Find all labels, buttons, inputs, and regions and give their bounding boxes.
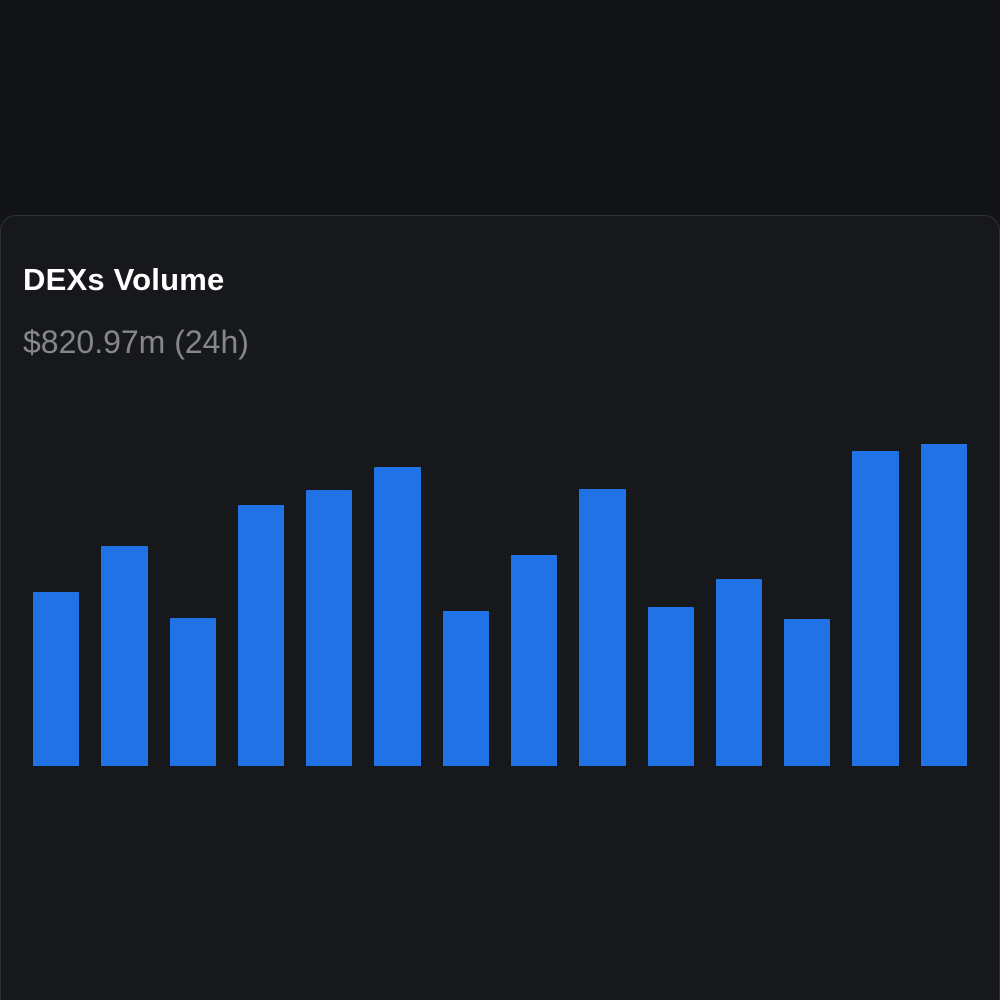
volume-bar[interactable] — [715, 578, 763, 766]
volume-bar[interactable] — [647, 607, 694, 766]
volume-bar[interactable] — [579, 489, 626, 766]
card-subtitle-volume-24h: $820.97m (24h) — [23, 324, 249, 360]
volume-bar-chart[interactable] — [33, 444, 967, 766]
volume-bar[interactable] — [442, 611, 489, 766]
volume-bar[interactable] — [306, 489, 353, 766]
volume-bar[interactable] — [784, 618, 831, 766]
volume-bar[interactable] — [374, 467, 421, 766]
volume-bar[interactable] — [101, 545, 148, 766]
card-title: DEXs Volume — [23, 262, 225, 297]
volume-bar[interactable] — [920, 444, 967, 766]
volume-bar[interactable] — [33, 591, 80, 766]
dexs-volume-card: DEXs Volume $820.97m (24h) — [0, 215, 1000, 1000]
volume-bar[interactable] — [237, 504, 285, 766]
volume-bar[interactable] — [169, 618, 216, 766]
volume-bar[interactable] — [510, 555, 558, 766]
volume-bar[interactable] — [852, 451, 899, 766]
